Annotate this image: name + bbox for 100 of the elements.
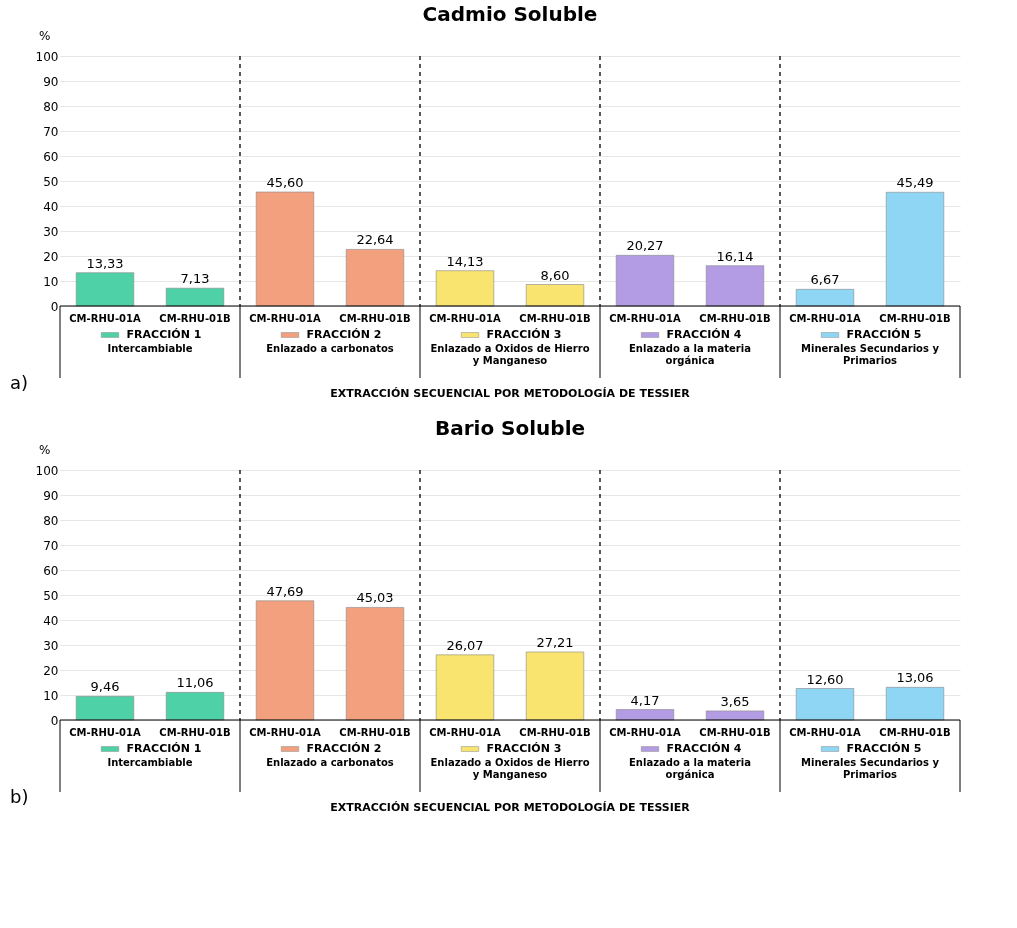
bar	[885, 191, 945, 307]
legend-label: FRACCIÓN 5	[846, 742, 922, 755]
legend-label: FRACCIÓN 1	[126, 742, 202, 755]
text: Enlazado a la materia orgánica	[629, 343, 751, 366]
data-label: 7,13	[180, 271, 210, 287]
x-tick-label: CM-RHU-01B	[879, 313, 951, 324]
legend-label: FRACCIÓN 4	[666, 328, 742, 341]
chart-title: Cadmio Soluble	[422, 2, 598, 26]
text: Minerales Secundarios y Primarios	[801, 343, 940, 366]
y-axis-title: %	[39, 28, 51, 43]
y-tick-label: 90	[43, 74, 59, 89]
text: a)	[10, 372, 29, 393]
y-tick-label: 20	[43, 249, 59, 264]
data-label: 13,33	[86, 255, 124, 271]
bar	[615, 255, 675, 307]
legend-label: FRACCIÓN 3	[486, 742, 562, 755]
text: b)	[10, 786, 29, 807]
data-label: 27,21	[536, 634, 574, 650]
x-tick-label: CM-RHU-01A	[789, 313, 861, 324]
data-label: 8,60	[540, 267, 570, 283]
bar	[345, 249, 405, 307]
chart-title: Bario Soluble	[434, 416, 586, 440]
y-tick-label: 50	[43, 174, 59, 189]
bar	[75, 696, 135, 721]
bar	[615, 709, 675, 721]
x-tick-label: CM-RHU-01A	[609, 313, 681, 324]
x-tick-label: CM-RHU-01A	[429, 313, 501, 324]
bar	[795, 289, 855, 307]
bar	[435, 270, 495, 307]
bar	[435, 654, 495, 721]
data-label: 11,06	[176, 675, 214, 691]
text: Enlazado a Oxidos de Hierro y Manganeso	[430, 343, 590, 366]
y-tick-label: 20	[43, 663, 59, 678]
y-tick-label: 60	[43, 149, 59, 164]
data-label: 47,69	[266, 583, 304, 599]
y-tick-label: 40	[43, 613, 59, 628]
y-tick-label: 10	[43, 274, 59, 289]
bar	[75, 272, 135, 307]
y-tick-label: 60	[43, 563, 59, 578]
data-label: 12,60	[806, 671, 844, 687]
text: Enlazado a carbonatos	[266, 757, 394, 768]
text: Minerales Secundarios y Primarios	[801, 757, 940, 780]
y-tick-label: 80	[43, 99, 59, 114]
x-tick-label: CM-RHU-01A	[249, 313, 321, 324]
legend-label: FRACCIÓN 2	[306, 328, 382, 341]
y-tick-label: 100	[35, 49, 59, 64]
y-tick-label: 30	[43, 638, 59, 653]
x-tick-label: CM-RHU-01B	[519, 313, 591, 324]
y-tick-label: 10	[43, 688, 59, 703]
data-label: 14,13	[446, 253, 484, 269]
y-tick-label: 0	[50, 713, 59, 728]
bar	[525, 651, 585, 721]
data-label: 6,67	[810, 272, 840, 288]
text: Intercambiable	[107, 757, 193, 768]
data-label: 13,06	[896, 670, 934, 686]
x-tick-label: CM-RHU-01B	[519, 727, 591, 738]
x-tick-label: CM-RHU-01B	[699, 727, 771, 738]
legend-label: FRACCIÓN 2	[306, 742, 382, 755]
bar	[345, 607, 405, 721]
legend-label: FRACCIÓN 1	[126, 328, 202, 341]
x-tick-label: CM-RHU-01A	[429, 727, 501, 738]
data-label: 45,60	[266, 175, 304, 190]
text: Enlazado a la materia orgánica	[629, 757, 751, 780]
x-tick-label: CM-RHU-01A	[609, 727, 681, 738]
data-label: 45,49	[896, 175, 934, 191]
x-tick-label: CM-RHU-01B	[159, 727, 231, 738]
y-tick-label: 70	[43, 538, 59, 553]
bar	[705, 265, 765, 307]
y-tick-label: 90	[43, 488, 59, 503]
y-tick-label: 100	[35, 463, 59, 478]
x-tick-label: CM-RHU-01A	[69, 727, 141, 738]
x-axis-title: EXTRACCIÓN SECUENCIAL POR METODOLOGÍA DE TESSIER	[330, 801, 691, 814]
x-axis-title: EXTRACCIÓN SECUENCIAL POR METODOLOGÍA DE TESSIER	[330, 387, 691, 400]
x-tick-label: CM-RHU-01A	[789, 727, 861, 738]
x-tick-label: CM-RHU-01B	[339, 313, 411, 324]
x-tick-label: CM-RHU-01A	[249, 727, 321, 738]
data-label: 4,17	[630, 692, 660, 708]
data-label: 3,65	[720, 693, 750, 709]
y-tick-label: 0	[50, 299, 59, 314]
x-tick-label: CM-RHU-01B	[699, 313, 771, 324]
data-label: 16,14	[716, 248, 754, 264]
bar	[885, 687, 945, 721]
bar	[705, 710, 765, 721]
legend-label: FRACCIÓN 5	[846, 328, 922, 341]
y-tick-label: 80	[43, 513, 59, 528]
y-tick-label: 70	[43, 124, 59, 139]
y-tick-label: 30	[43, 224, 59, 239]
bar	[525, 284, 585, 307]
bar	[255, 600, 315, 721]
x-tick-label: CM-RHU-01A	[69, 313, 141, 324]
bar	[165, 692, 225, 721]
legend-label: FRACCIÓN 3	[486, 328, 562, 341]
bar	[795, 688, 855, 721]
data-label: 9,46	[90, 679, 120, 695]
y-axis-title: %	[39, 442, 51, 457]
text: Intercambiable	[107, 343, 193, 354]
text: Enlazado a carbonatos	[266, 343, 394, 354]
text: Enlazado a Oxidos de Hierro y Manganeso	[430, 757, 590, 780]
y-tick-label: 50	[43, 588, 59, 603]
x-tick-label: CM-RHU-01B	[879, 727, 951, 738]
